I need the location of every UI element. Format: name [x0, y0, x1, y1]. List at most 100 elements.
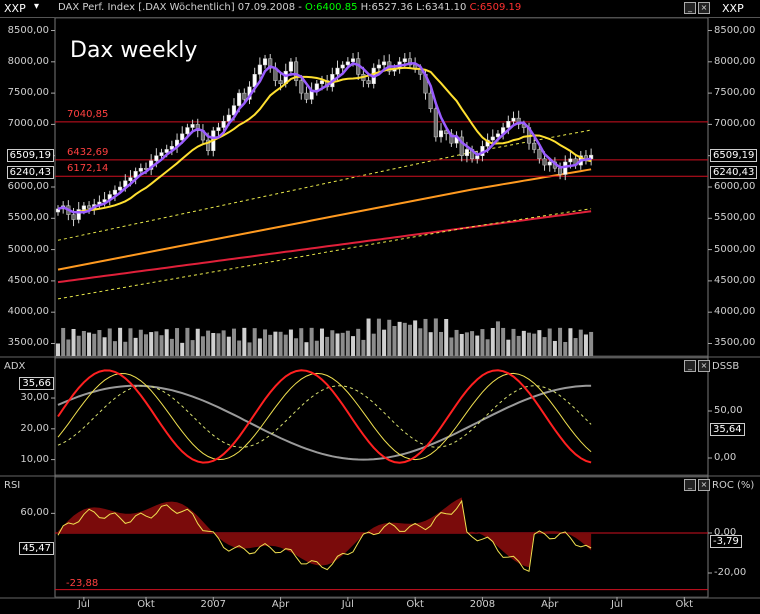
y-tick-label-left: 3500,00: [7, 337, 49, 349]
candle-body: [382, 61, 387, 66]
candle-body: [376, 64, 381, 69]
candle-body: [237, 92, 242, 106]
candle-body: [294, 61, 299, 81]
title-bar: XXP ▾ DAX Perf. Index [.DAX Wöchentlich]…: [0, 0, 760, 18]
x-tick-label: 2007: [200, 599, 226, 610]
y-tick-label-right: 5500,00: [714, 212, 756, 224]
y-tick-label-right: 4000,00: [714, 306, 756, 318]
y-tick-label-left: 8000,00: [7, 55, 49, 67]
volume-bar: [143, 334, 148, 356]
volume-bar: [61, 327, 66, 356]
quote-high: H:6527.36: [360, 2, 413, 13]
symbol-label: XXP: [4, 2, 26, 15]
close-button[interactable]: ×: [698, 2, 710, 14]
dropdown-arrow-icon[interactable]: ▾: [34, 1, 40, 12]
minimize-button[interactable]: _: [684, 2, 696, 14]
roc-title: ROC (%): [712, 480, 755, 491]
volume-bar: [314, 340, 319, 356]
candle-body: [464, 149, 469, 156]
volume-bar: [149, 332, 154, 356]
volume-bar: [169, 338, 174, 356]
volume-bar: [226, 336, 231, 356]
panel-controls: _ ×: [684, 479, 710, 491]
volume-bar: [366, 318, 371, 356]
volume-bar: [185, 327, 190, 356]
volume-bar: [439, 331, 444, 356]
last-ma-left: 6240,43: [6, 165, 54, 179]
volume-bar: [87, 332, 92, 356]
panel-close-button[interactable]: ×: [698, 479, 710, 491]
candle-body: [511, 117, 516, 122]
candle-body: [402, 58, 407, 63]
volume-bar: [335, 333, 340, 356]
volume-bar: [387, 319, 392, 356]
volume-bar: [371, 333, 376, 356]
volume-bar: [154, 331, 159, 356]
volume-bar: [81, 330, 86, 356]
window-controls: _ ×: [684, 2, 710, 14]
y-tick-label-left: 7000,00: [7, 118, 49, 130]
candle-body: [304, 92, 309, 100]
volume-bar: [423, 318, 428, 356]
panel-frame-0: [54, 17, 709, 357]
volume-bar: [294, 338, 299, 356]
volume-bar: [547, 328, 552, 356]
volume-bar: [558, 327, 563, 356]
volume-bar: [252, 328, 257, 356]
volume-bar: [511, 328, 516, 356]
y-tick-label-left: 4000,00: [7, 306, 49, 318]
x-tick-label: 2008: [469, 599, 496, 610]
volume-bar: [71, 328, 76, 356]
roc-ytick-label: -20,00: [714, 567, 747, 578]
volume-bar: [449, 337, 454, 356]
volume-bar: [345, 330, 350, 356]
volume-bar: [428, 332, 433, 356]
dssb-last-right: 35,64: [710, 423, 745, 436]
y-tick-label-right: 4500,00: [714, 274, 756, 286]
candle-body: [138, 167, 143, 172]
adx-title: ADX: [4, 361, 26, 372]
resistance-label: 7040,85: [67, 108, 109, 120]
candle-body: [76, 209, 81, 220]
candle-body: [407, 58, 413, 66]
panel-close-button[interactable]: ×: [698, 360, 710, 372]
rsi-title: RSI: [4, 480, 21, 491]
candle-body: [459, 136, 464, 156]
dssb-ytick-label: 50,00: [714, 405, 743, 416]
candle-body: [558, 167, 563, 175]
last-close-right: 6509,19: [710, 149, 758, 163]
y-tick-label-left: 5500,00: [7, 212, 49, 224]
candle-body: [314, 83, 319, 91]
volume-bar: [268, 334, 273, 356]
adx-line: [57, 384, 592, 461]
dss-slow-line: [57, 372, 592, 461]
volume-bar: [263, 329, 268, 356]
y-tick-label-right: 7000,00: [714, 118, 756, 130]
candle-body: [490, 136, 495, 141]
y-tick-label-right: 5000,00: [714, 243, 756, 255]
panel-minimize-button[interactable]: _: [684, 479, 696, 491]
candle-body: [568, 158, 573, 163]
ma-mid-line: [57, 66, 592, 214]
volume-bar: [573, 338, 578, 356]
volume-bar: [490, 327, 495, 356]
volume-bar: [433, 318, 438, 356]
x-tick-label: Okt: [406, 599, 424, 610]
candle-body: [206, 139, 211, 151]
volume-bar: [221, 330, 226, 356]
y-tick-label-left: 6000,00: [7, 181, 49, 192]
volume-bar: [392, 325, 397, 356]
y-tick-label-right: 8000,00: [714, 55, 756, 67]
volume-bar: [200, 336, 205, 356]
candle-body: [345, 61, 350, 66]
last-close-left: 6509,19: [6, 149, 54, 163]
candle-body: [242, 92, 247, 100]
candle-body: [495, 133, 501, 138]
volume-bar: [501, 327, 506, 356]
volume-bar: [356, 328, 361, 356]
volume-bar: [56, 343, 60, 356]
x-tick-label: Apr: [541, 599, 559, 610]
volume-bar: [159, 335, 164, 356]
y-tick-label-right: 7500,00: [714, 87, 756, 99]
panel-minimize-button[interactable]: _: [684, 360, 696, 372]
